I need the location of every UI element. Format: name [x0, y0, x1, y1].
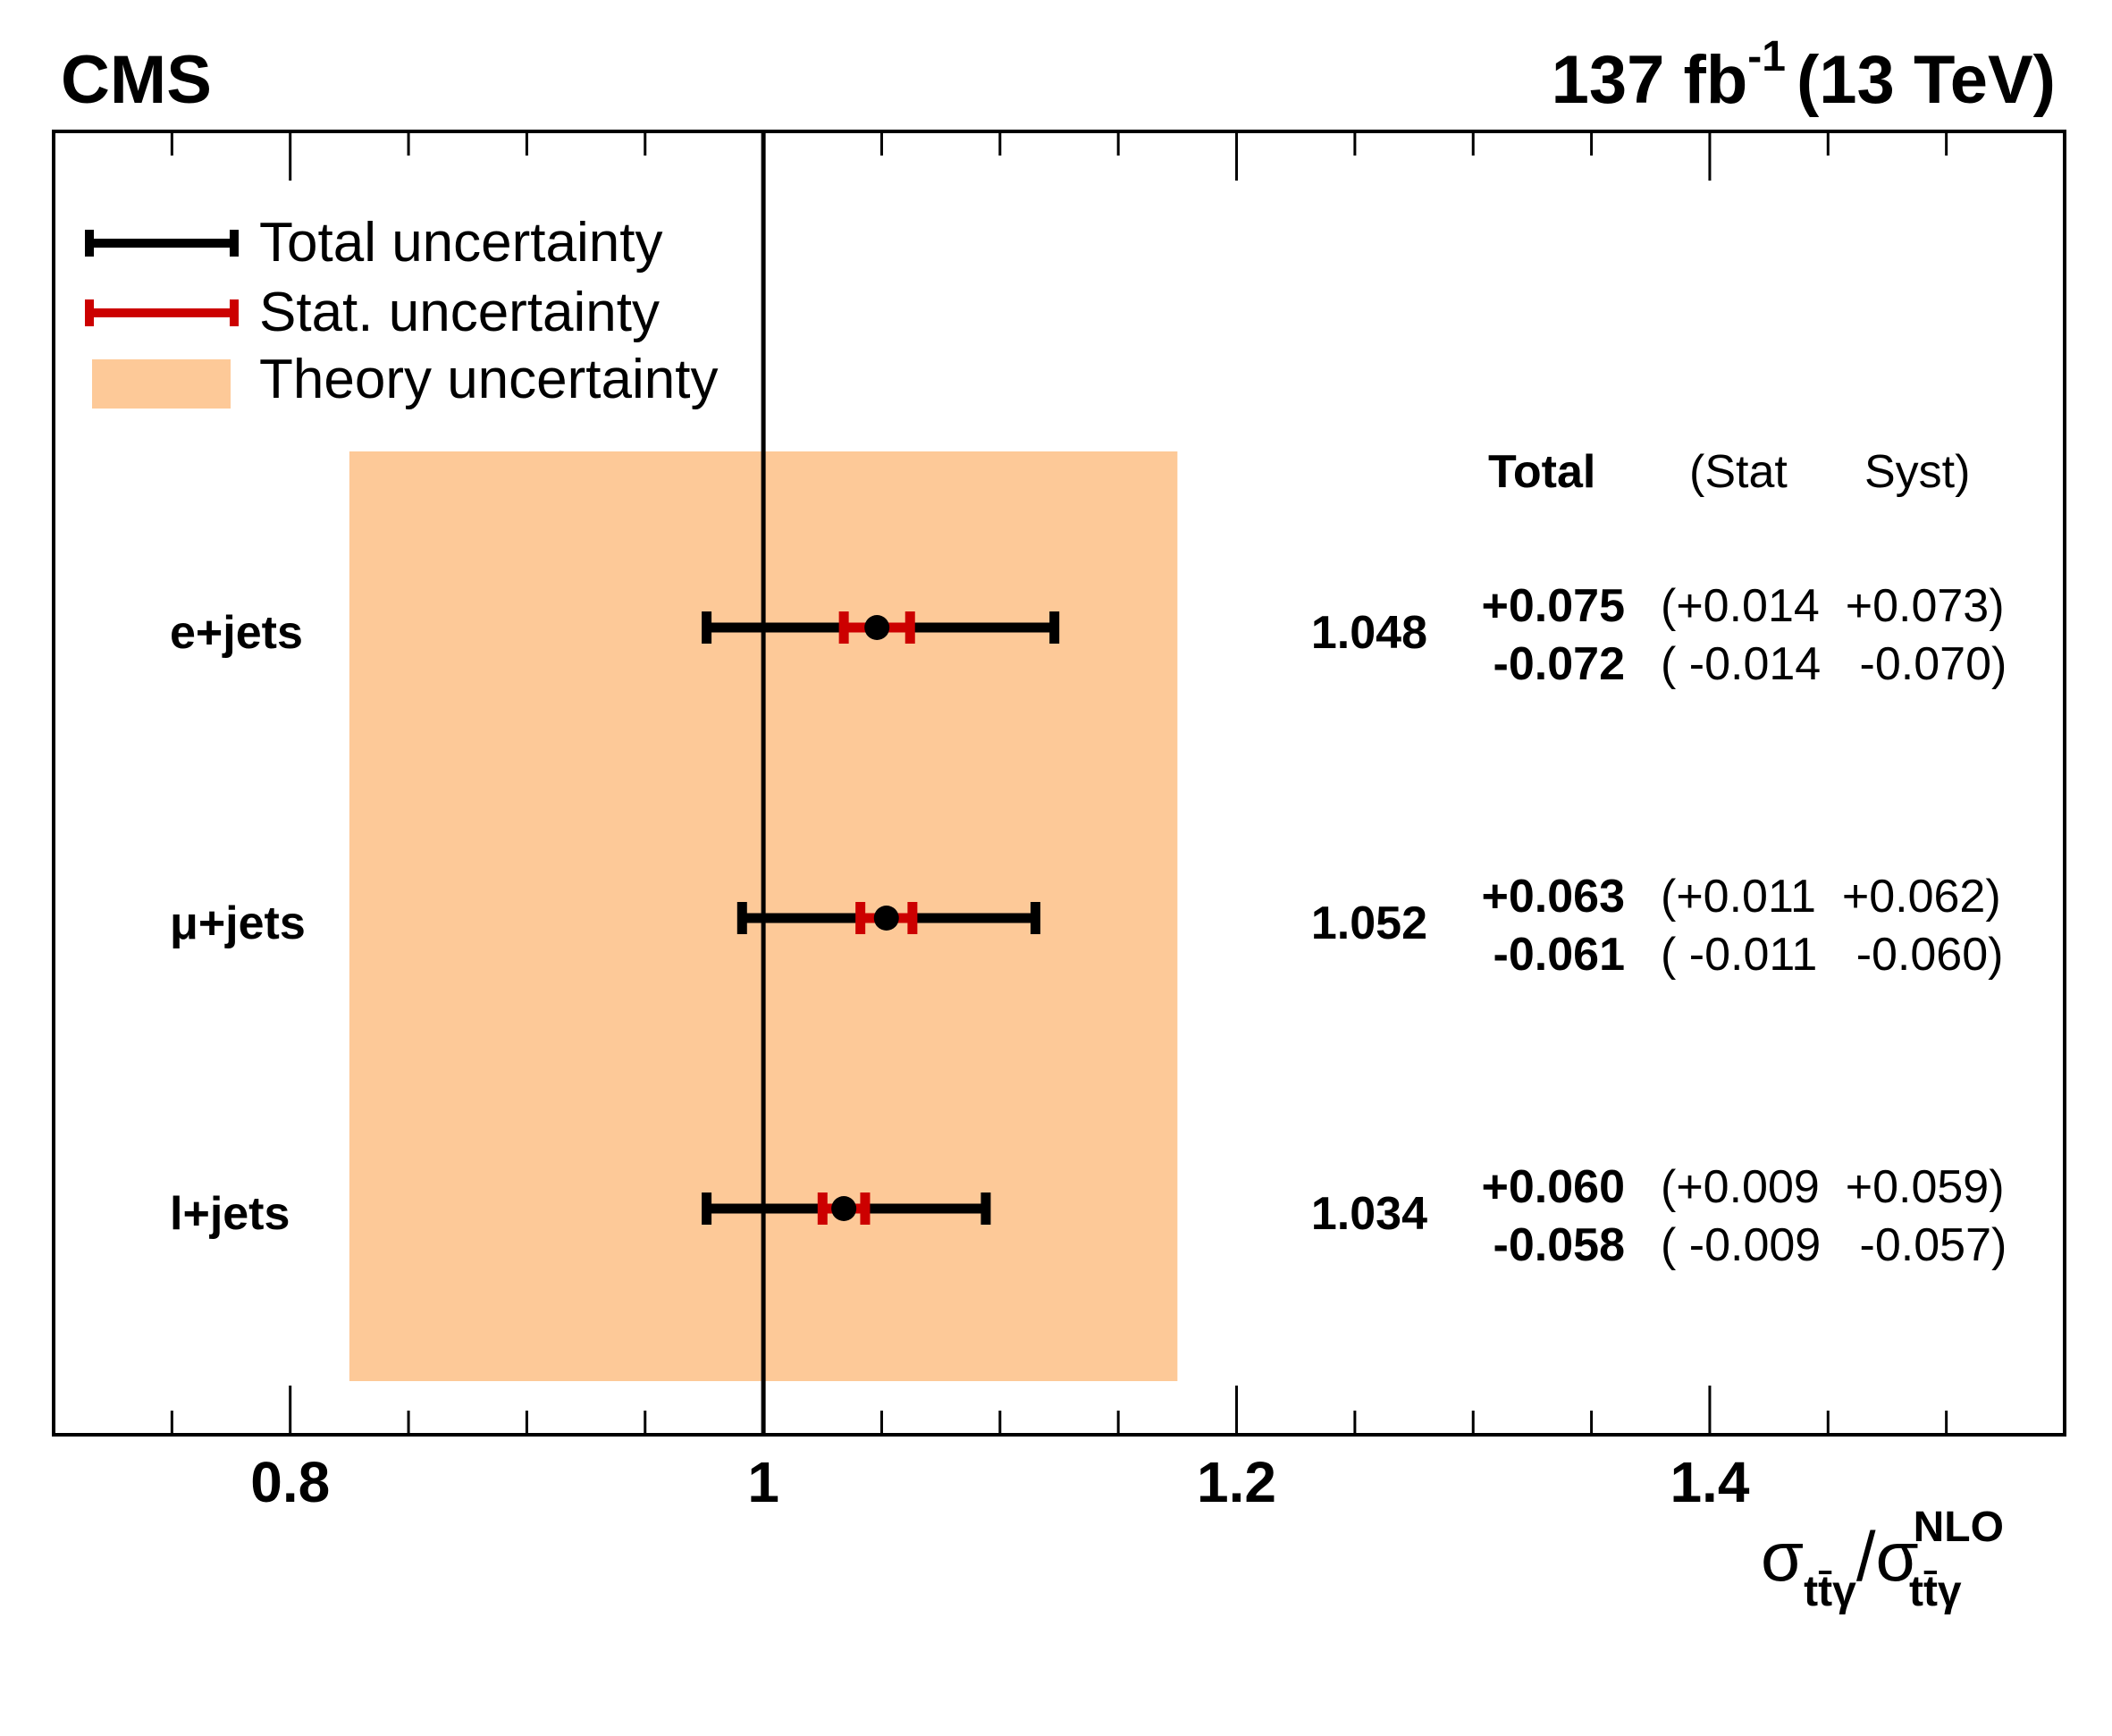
- lumi-exponent: -1: [1747, 33, 1786, 80]
- table-header: Total (Stat Syst): [1488, 446, 1970, 498]
- row-unc-up: (+0.014 +0.073): [1661, 580, 2005, 632]
- x-axis-sep: /σ: [1856, 1517, 1919, 1596]
- row-label: l+jets: [170, 1188, 290, 1240]
- x-axis-sigma: σ: [1761, 1517, 1804, 1596]
- row-error-bars: [736, 902, 1041, 934]
- legend-theory-swatch: [92, 359, 231, 409]
- x-axis-sup: NLO: [1914, 1504, 2004, 1551]
- row-total-up: +0.060: [1482, 1161, 1626, 1213]
- luminosity-label: 137 fb-1 (13 TeV): [1552, 33, 2056, 118]
- row-ljets: l+jets 1.034 +0.060 -0.058 (+0.009 +0.05…: [170, 1161, 2007, 1271]
- legend-stat-label: Stat. uncertainty: [259, 282, 660, 343]
- legend-theory-label: Theory uncertainty: [259, 349, 718, 410]
- row-unc-down: ( -0.009 -0.057): [1661, 1219, 2007, 1271]
- energy-label: (13 TeV): [1796, 42, 2056, 118]
- legend: Total uncertainty Stat. uncertainty Theo…: [85, 212, 718, 410]
- row-unc-up: (+0.011 +0.062): [1661, 871, 2001, 923]
- x-axis-sub: tt̄γ: [1804, 1568, 1856, 1615]
- central-value-marker: [864, 615, 890, 640]
- tick-label-1.4: 1.4: [1670, 1450, 1749, 1514]
- legend-total-label: Total uncertainty: [259, 212, 662, 274]
- row-value: 1.034: [1311, 1188, 1427, 1240]
- x-axis-sub2: tt̄γ: [1909, 1568, 1962, 1615]
- x-tick-labels: 0.8 1 1.2 1.4: [250, 1450, 1750, 1514]
- tick-label-1.2: 1.2: [1197, 1450, 1276, 1514]
- row-total-up: +0.063: [1482, 871, 1626, 923]
- col-header-stat: (Stat: [1689, 446, 1788, 498]
- row-error-bars: [702, 1192, 991, 1225]
- central-value-marker: [873, 906, 899, 931]
- row-value: 1.048: [1311, 607, 1427, 659]
- row-label: μ+jets: [170, 897, 306, 949]
- x-axis-label: σtt̄γ/σNLO tt̄γ: [1761, 1504, 2004, 1615]
- col-header-total: Total: [1488, 446, 1595, 498]
- tick-label-0.8: 0.8: [250, 1450, 330, 1514]
- central-value-marker: [831, 1196, 857, 1221]
- row-label: e+jets: [170, 607, 303, 659]
- row-unc-down: ( -0.014 -0.070): [1661, 638, 2007, 690]
- lumi-value: 137 fb: [1552, 42, 1748, 118]
- row-total-down: -0.058: [1494, 1219, 1625, 1271]
- plot-frame: [52, 130, 2066, 1437]
- row-unc-down: ( -0.011 -0.060): [1661, 929, 2003, 981]
- axis-ticks: [170, 131, 2066, 1435]
- row-mujets: μ+jets 1.052 +0.063 -0.061 (+0.011 +0.06…: [170, 871, 2003, 981]
- row-error-bars: [702, 611, 1060, 644]
- legend-total-marker: [85, 230, 239, 257]
- row-ejets: e+jets 1.048 +0.075 -0.072 (+0.014 +0.07…: [170, 580, 2007, 690]
- legend-stat-marker: [85, 299, 239, 326]
- experiment-label: CMS: [61, 42, 212, 118]
- row-total-up: +0.075: [1482, 580, 1626, 632]
- tick-label-1: 1: [747, 1450, 779, 1514]
- row-total-down: -0.061: [1494, 929, 1625, 981]
- row-value: 1.052: [1311, 897, 1427, 949]
- row-total-down: -0.072: [1494, 638, 1625, 690]
- row-unc-up: (+0.009 +0.059): [1661, 1161, 2005, 1213]
- col-header-syst: Syst): [1864, 446, 1970, 498]
